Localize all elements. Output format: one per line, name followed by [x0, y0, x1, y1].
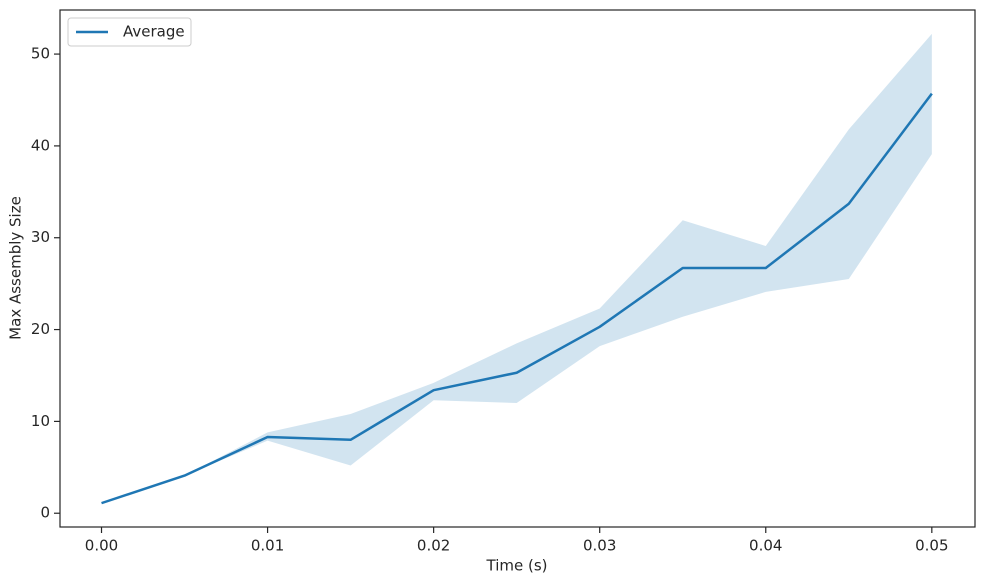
x-tick-label: 0.04 [749, 537, 782, 555]
confidence-band [101, 33, 932, 504]
legend-label: Average [123, 23, 185, 41]
x-tick-label: 0.01 [251, 537, 284, 555]
x-tick-label: 0.05 [915, 537, 948, 555]
y-tick-label: 10 [31, 412, 50, 430]
y-tick-label: 0 [40, 504, 50, 522]
y-tick-label: 50 [31, 45, 50, 63]
x-axis-label: Time (s) [486, 557, 548, 575]
y-tick-label: 30 [31, 228, 50, 246]
plot-frame [59, 9, 976, 528]
x-tick-label: 0.03 [583, 537, 616, 555]
y-axis-label: Max Assembly Size [7, 196, 25, 340]
x-tick-label: 0.02 [417, 537, 450, 555]
line [101, 92, 933, 505]
x-tick-label: 0.00 [85, 537, 118, 555]
legend-box [67, 17, 192, 47]
y-tick-label: 20 [31, 320, 50, 338]
y-tick-label: 40 [31, 136, 50, 154]
